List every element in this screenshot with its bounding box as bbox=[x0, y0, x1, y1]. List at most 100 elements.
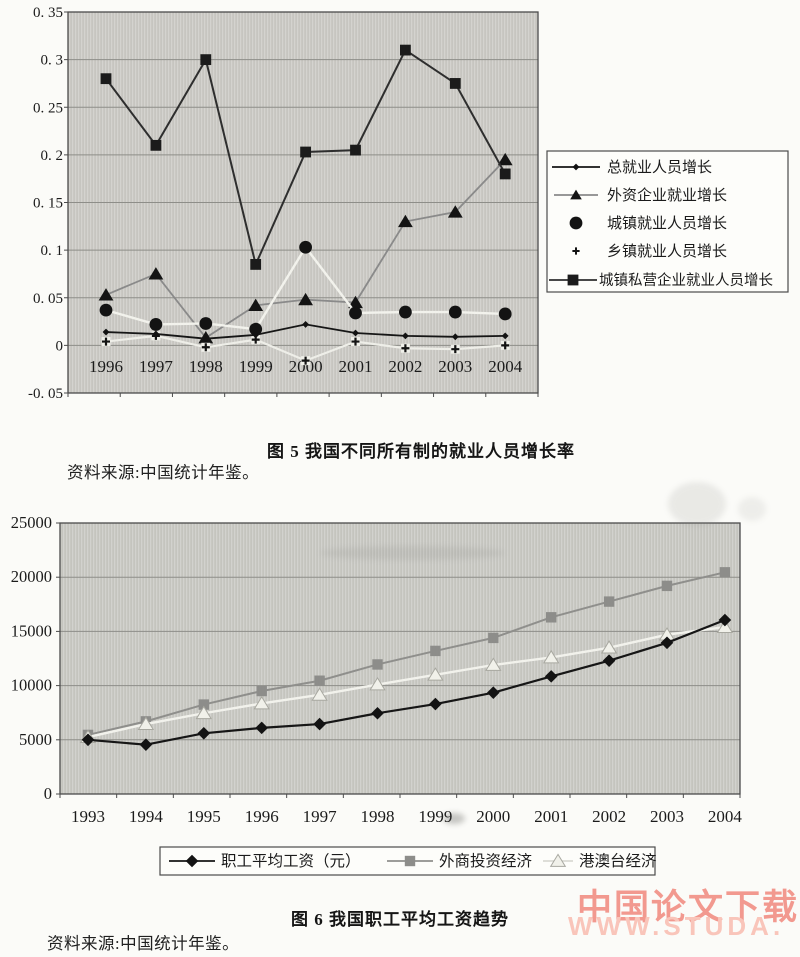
triangle-marker bbox=[298, 292, 313, 306]
x-tick-label: 1997 bbox=[139, 357, 174, 376]
x-tick-label: 1994 bbox=[129, 807, 164, 826]
fig5-svg-series-2 bbox=[99, 240, 512, 336]
square-gray-marker bbox=[256, 685, 267, 697]
triangle-sm-marker bbox=[570, 189, 582, 200]
y-tick-label: 0. 1 bbox=[41, 243, 64, 259]
x-tick-label: 2001 bbox=[534, 807, 568, 826]
series-line bbox=[87, 625, 726, 739]
x-tick-label: 2004 bbox=[488, 357, 523, 376]
square-marker bbox=[449, 78, 461, 89]
y-tick-label: 15000 bbox=[11, 621, 52, 640]
legend-label: 外商投资经济 bbox=[439, 852, 533, 870]
triangle-light-marker bbox=[600, 640, 618, 654]
circle-marker bbox=[249, 322, 263, 336]
triangle-marker bbox=[248, 298, 264, 311]
triangle-marker bbox=[497, 152, 513, 166]
x-tick-label: 1999 bbox=[239, 357, 273, 376]
circle-marker bbox=[498, 307, 512, 321]
circle-marker bbox=[569, 216, 583, 230]
fig5-svg-series-0 bbox=[102, 321, 509, 343]
y-tick-label: 0 bbox=[56, 338, 64, 354]
watermark-line1: 中国论文下载 bbox=[577, 888, 800, 927]
dot-diamond-marker bbox=[102, 328, 110, 336]
square-marker bbox=[350, 144, 361, 156]
y-tick-label: 10000 bbox=[11, 676, 52, 695]
diamond-marker bbox=[602, 654, 616, 667]
dot-diamond-marker bbox=[451, 333, 459, 341]
circle-marker bbox=[149, 318, 163, 331]
diamond-marker bbox=[81, 733, 95, 747]
x-tick-label: 2000 bbox=[289, 357, 323, 376]
x-tick-label: 2000 bbox=[476, 807, 510, 826]
y-tick-label: -0. 05 bbox=[28, 386, 63, 402]
y-tick-label: 20000 bbox=[11, 567, 52, 586]
triangle-marker bbox=[348, 295, 363, 309]
square-marker bbox=[567, 274, 579, 286]
triangle-light-marker bbox=[195, 705, 212, 720]
diamond-marker bbox=[660, 636, 674, 650]
fig5-svg-series-3 bbox=[101, 331, 510, 366]
circle-marker bbox=[199, 317, 213, 330]
fig5-svg-series-1 bbox=[98, 152, 513, 344]
plus-marker bbox=[351, 337, 360, 346]
series-line bbox=[87, 618, 726, 746]
plus-marker bbox=[301, 356, 310, 365]
plus-marker bbox=[501, 341, 510, 350]
scan-smudge bbox=[668, 482, 726, 526]
y-tick-label: 0. 3 bbox=[41, 53, 64, 69]
dot-diamond-marker bbox=[202, 335, 210, 343]
circle-marker bbox=[349, 306, 362, 320]
y-tick-label: 0. 15 bbox=[33, 196, 63, 212]
triangle-marker bbox=[447, 205, 463, 218]
figure5-source: 资料来源:中国统计年鉴。 bbox=[67, 463, 260, 482]
circle-marker bbox=[399, 305, 412, 319]
dot-diamond-marker bbox=[352, 329, 359, 337]
square-gray-marker bbox=[404, 855, 416, 867]
square-marker bbox=[400, 44, 411, 56]
square-marker bbox=[100, 73, 112, 85]
diamond-marker bbox=[429, 697, 442, 711]
square-marker bbox=[499, 168, 511, 180]
y-tick-label: 25000 bbox=[11, 513, 52, 532]
legend-label: 城镇就业人员增长 bbox=[607, 215, 727, 232]
x-tick-label: 1996 bbox=[245, 807, 279, 826]
diamond-marker bbox=[197, 726, 211, 740]
square-gray-marker bbox=[603, 596, 615, 607]
plus-sm-marker bbox=[572, 247, 580, 255]
square-gray-marker bbox=[430, 645, 441, 657]
triangle-light-marker bbox=[549, 853, 567, 867]
y-tick-label: 0. 2 bbox=[41, 148, 64, 164]
dot-diamond-marker bbox=[252, 331, 260, 339]
x-tick-label: 2003 bbox=[650, 807, 684, 826]
x-tick-label: 2002 bbox=[592, 807, 626, 826]
triangle-light-marker bbox=[369, 676, 386, 691]
square-gray-marker bbox=[372, 659, 383, 670]
x-tick-label: 1998 bbox=[361, 807, 395, 826]
plus-marker bbox=[401, 344, 410, 353]
square-marker bbox=[150, 139, 162, 151]
triangle-light-marker bbox=[427, 667, 444, 681]
figure5-chart: 0. 35 0. 3 0. 25 0. 2 0. 15 0. 1 0. 05 0 -0. 05 1… bbox=[28, 5, 789, 402]
triangle-light-marker bbox=[311, 687, 328, 701]
diamond-marker bbox=[255, 721, 268, 735]
x-tick-label: 2002 bbox=[388, 357, 422, 376]
x-tick-label: 1996 bbox=[89, 357, 123, 376]
triangle-light-marker bbox=[485, 657, 502, 671]
square-marker bbox=[200, 54, 212, 66]
legend-label: 乡镇就业人员增长 bbox=[607, 243, 727, 260]
scan-smudge bbox=[320, 546, 505, 560]
x-tick-label: 2001 bbox=[339, 357, 373, 376]
diamond-marker bbox=[371, 706, 384, 720]
square-gray-marker bbox=[661, 580, 673, 592]
figure6-source: 资料来源:中国统计年鉴。 bbox=[47, 934, 240, 953]
legend-label: 港澳台经济 bbox=[579, 852, 657, 870]
square-gray-marker bbox=[198, 699, 209, 710]
x-tick-label: 1999 bbox=[418, 807, 452, 826]
square-gray-marker bbox=[488, 632, 499, 644]
triangle-light-marker bbox=[716, 619, 734, 633]
circle-marker bbox=[448, 305, 462, 319]
plus-marker bbox=[201, 343, 210, 352]
series-line bbox=[87, 571, 726, 736]
triangle-light-marker bbox=[543, 649, 560, 664]
